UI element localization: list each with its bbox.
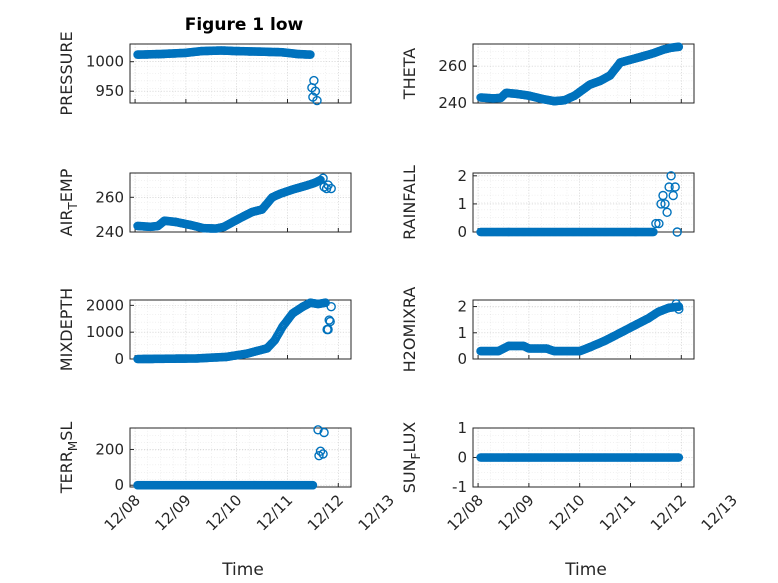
subplot-theta: 240 260 THETA — [400, 42, 695, 112]
y-tick-label: 200 — [95, 440, 124, 458]
subplot-sun-flux: -1 0 1 12/08 12/09 12/10 12/11 12/12 12/13 SUNFLU… — [400, 419, 741, 534]
x-tick-label: 12/09 — [494, 491, 537, 534]
data-point — [316, 175, 325, 185]
y-tick-label: 0 — [114, 350, 124, 368]
y-tick-label: 0 — [457, 449, 467, 467]
y-tick-label: 1000 — [86, 323, 124, 341]
x-tick-label: 12/08 — [444, 491, 487, 534]
data-point-outlier — [326, 302, 336, 312]
y-axis-label: MIXDEPTH — [57, 288, 76, 371]
y-tick-label: 0 — [457, 350, 467, 368]
x-tick-label: 12/08 — [101, 491, 144, 534]
axes-border — [129, 43, 352, 104]
subplot-h2omixra: 0 1 2 H2OMIXRA — [400, 287, 695, 373]
data-point-outlier — [654, 218, 664, 229]
y-tick-label: -1 — [452, 478, 467, 496]
subplot-air-temp: 240 260 AIRTEMP — [57, 168, 352, 241]
axes-border — [472, 43, 695, 104]
y-tick-label: 260 — [438, 57, 467, 75]
y-tick-label: 1 — [457, 324, 467, 342]
x-tick-label: 12/10 — [202, 491, 245, 534]
y-tick-label: 1 — [457, 419, 467, 437]
y-tick-label: 2 — [457, 167, 467, 185]
y-tick-label: 0 — [114, 476, 124, 494]
data-point-outlier — [651, 218, 661, 229]
y-tick-label: 240 — [438, 94, 467, 112]
y-tick-label: 240 — [95, 223, 124, 241]
y-tick-label: 950 — [95, 82, 124, 100]
subplot-mixdepth: 0 1000 2000 MIXDEPTH — [57, 288, 352, 371]
y-axis-label: THETA — [400, 48, 419, 100]
data-point-outlier — [672, 227, 682, 237]
data-point-outlier — [668, 190, 678, 201]
series-air-temp — [133, 173, 336, 233]
data-point — [306, 50, 315, 59]
x-tick-label: 12/10 — [545, 491, 588, 534]
x-axis-label-left: Time — [221, 560, 264, 580]
data-point-outlier — [318, 173, 328, 183]
subplot-pressure: 950 1000 PRESSURE — [57, 31, 352, 116]
y-axis-label: SUNFLUX — [400, 422, 423, 494]
series-theta — [476, 42, 684, 106]
data-point-outlier — [314, 451, 324, 461]
data-point — [674, 42, 684, 52]
data-point-outlier — [319, 427, 329, 438]
y-axis-label: TERRMSL — [57, 422, 80, 495]
data-point-outlier — [313, 425, 323, 435]
series-h2omixra — [476, 299, 684, 356]
x-tick-label: 12/11 — [596, 491, 639, 534]
axes-border — [129, 172, 352, 233]
x-tick-label: 12/12 — [647, 491, 690, 534]
data-point-outlier — [315, 446, 326, 456]
y-tick-label: 1 — [457, 195, 467, 213]
data-point-outlier — [656, 199, 666, 209]
y-axis-label: H2OMIXRA — [400, 287, 419, 373]
y-tick-label: 2000 — [86, 296, 124, 314]
series-pressure — [133, 46, 322, 106]
figure-title: Figure 1 low — [185, 15, 304, 35]
data-point-outlier — [666, 171, 676, 181]
y-axis-label: RAINFALL — [400, 165, 419, 240]
axes-border — [129, 299, 352, 360]
data-point-outlier — [674, 304, 684, 314]
series-rainfall — [476, 171, 682, 237]
x-tick-label: 12/12 — [304, 491, 347, 534]
data-point-outlier — [325, 316, 335, 327]
subplot-terr-msl: 0 200 12/08 12/09 12/10 12/11 12/12 12/13 TERRMS… — [57, 422, 398, 535]
data-point-outlier — [658, 190, 668, 201]
data-point — [674, 453, 684, 462]
data-point-outlier — [664, 182, 674, 192]
x-axis-label-right: Time — [564, 560, 607, 580]
y-tick-label: 260 — [95, 188, 124, 206]
data-point-outlier — [310, 86, 321, 96]
data-point — [649, 227, 658, 237]
data-point-outlier — [660, 199, 670, 209]
x-tick-label: 12/13 — [698, 491, 741, 534]
series-sun-flux — [476, 453, 684, 462]
x-tick-label: 12/09 — [151, 491, 194, 534]
series-mixdepth — [133, 298, 336, 364]
y-tick-label: 2 — [457, 298, 467, 316]
data-point-outlier — [671, 299, 681, 309]
data-point-outlier — [324, 315, 334, 325]
y-tick-label: 0 — [457, 223, 467, 241]
subplot-rainfall: 0 1 2 RAINFALL — [400, 165, 695, 241]
x-tick-label: 12/13 — [355, 491, 398, 534]
y-axis-label: PRESSURE — [57, 31, 76, 115]
series-terr-msl — [133, 425, 329, 490]
y-axis-label: AIRTEMP — [57, 168, 80, 236]
y-tick-label: 1000 — [86, 53, 124, 71]
x-tick-label: 12/11 — [253, 491, 296, 534]
data-point-outlier — [312, 95, 322, 106]
data-point — [308, 480, 318, 490]
data-point-outlier — [670, 182, 680, 192]
data-point-outlier — [662, 207, 672, 218]
axes-border — [472, 299, 695, 360]
data-point-outlier — [326, 183, 336, 194]
